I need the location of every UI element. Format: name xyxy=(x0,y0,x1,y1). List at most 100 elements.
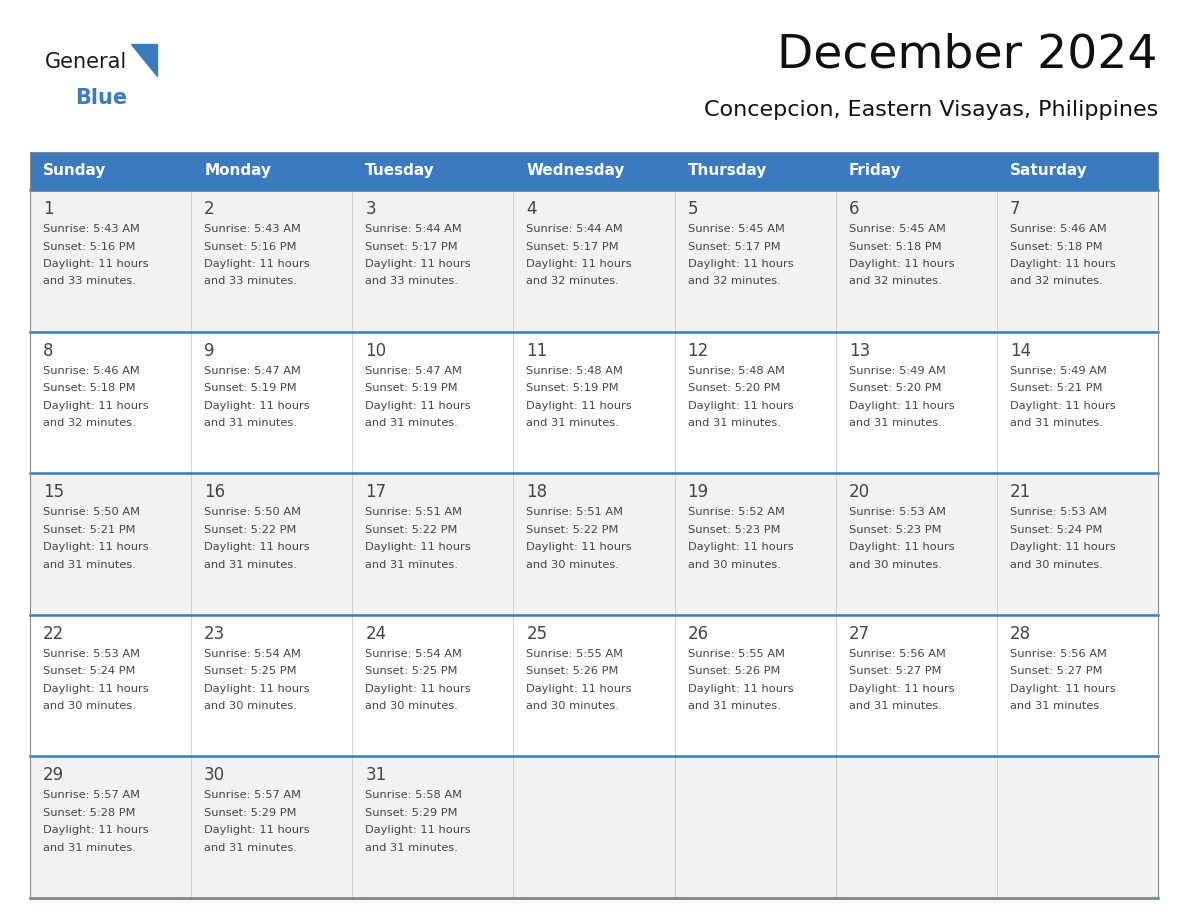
Bar xyxy=(353,331,513,473)
Text: and 32 minutes.: and 32 minutes. xyxy=(1010,276,1102,286)
Bar xyxy=(191,756,353,898)
Text: Sunset: 5:18 PM: Sunset: 5:18 PM xyxy=(848,241,941,252)
Text: Sunrise: 5:43 AM: Sunrise: 5:43 AM xyxy=(43,224,140,234)
Text: and 31 minutes.: and 31 minutes. xyxy=(43,560,135,570)
Text: and 32 minutes.: and 32 minutes. xyxy=(526,276,619,286)
Text: Sunset: 5:18 PM: Sunset: 5:18 PM xyxy=(43,383,135,393)
Text: and 32 minutes.: and 32 minutes. xyxy=(688,276,781,286)
Text: Daylight: 11 hours: Daylight: 11 hours xyxy=(204,259,310,269)
Text: 25: 25 xyxy=(526,625,548,643)
Bar xyxy=(30,331,191,473)
Text: and 32 minutes.: and 32 minutes. xyxy=(43,418,135,428)
Text: Daylight: 11 hours: Daylight: 11 hours xyxy=(848,400,954,410)
Text: Sunset: 5:25 PM: Sunset: 5:25 PM xyxy=(365,666,457,677)
Text: Daylight: 11 hours: Daylight: 11 hours xyxy=(688,400,794,410)
Text: Sunset: 5:19 PM: Sunset: 5:19 PM xyxy=(365,383,457,393)
Text: Sunrise: 5:49 AM: Sunrise: 5:49 AM xyxy=(848,365,946,375)
Text: 21: 21 xyxy=(1010,483,1031,501)
Text: Daylight: 11 hours: Daylight: 11 hours xyxy=(848,259,954,269)
Text: Sunset: 5:24 PM: Sunset: 5:24 PM xyxy=(43,666,135,677)
Text: Sunset: 5:27 PM: Sunset: 5:27 PM xyxy=(848,666,941,677)
Text: Sunrise: 5:57 AM: Sunrise: 5:57 AM xyxy=(204,790,301,800)
Text: 23: 23 xyxy=(204,625,226,643)
Text: Sunset: 5:27 PM: Sunset: 5:27 PM xyxy=(1010,666,1102,677)
Bar xyxy=(191,331,353,473)
Text: Concepcion, Eastern Visayas, Philippines: Concepcion, Eastern Visayas, Philippines xyxy=(703,100,1158,120)
Text: 10: 10 xyxy=(365,341,386,360)
Text: and 30 minutes.: and 30 minutes. xyxy=(1010,560,1102,570)
Text: 5: 5 xyxy=(688,200,699,218)
Text: and 31 minutes.: and 31 minutes. xyxy=(688,701,781,711)
Bar xyxy=(191,190,353,331)
Text: Daylight: 11 hours: Daylight: 11 hours xyxy=(365,400,470,410)
Text: Daylight: 11 hours: Daylight: 11 hours xyxy=(1010,400,1116,410)
Text: Friday: Friday xyxy=(848,163,902,178)
Text: Daylight: 11 hours: Daylight: 11 hours xyxy=(848,543,954,553)
Text: Thursday: Thursday xyxy=(688,163,767,178)
Text: Daylight: 11 hours: Daylight: 11 hours xyxy=(526,259,632,269)
Bar xyxy=(835,756,997,898)
Text: Daylight: 11 hours: Daylight: 11 hours xyxy=(365,825,470,835)
Bar xyxy=(513,615,675,756)
Text: Sunset: 5:23 PM: Sunset: 5:23 PM xyxy=(688,525,781,534)
Text: and 31 minutes.: and 31 minutes. xyxy=(365,843,459,853)
Text: and 30 minutes.: and 30 minutes. xyxy=(43,701,135,711)
Polygon shape xyxy=(131,44,157,76)
Text: Sunrise: 5:53 AM: Sunrise: 5:53 AM xyxy=(43,649,140,659)
Text: Daylight: 11 hours: Daylight: 11 hours xyxy=(365,684,470,694)
Bar xyxy=(513,331,675,473)
Text: Daylight: 11 hours: Daylight: 11 hours xyxy=(365,543,470,553)
Text: and 31 minutes.: and 31 minutes. xyxy=(204,418,297,428)
Text: 24: 24 xyxy=(365,625,386,643)
Text: Sunset: 5:24 PM: Sunset: 5:24 PM xyxy=(1010,525,1102,534)
Bar xyxy=(30,756,191,898)
Bar xyxy=(191,473,353,615)
Text: 8: 8 xyxy=(43,341,53,360)
Bar xyxy=(675,756,835,898)
Text: 11: 11 xyxy=(526,341,548,360)
Text: and 30 minutes.: and 30 minutes. xyxy=(526,701,619,711)
Text: Sunrise: 5:55 AM: Sunrise: 5:55 AM xyxy=(688,649,784,659)
Text: 15: 15 xyxy=(43,483,64,501)
Text: Daylight: 11 hours: Daylight: 11 hours xyxy=(43,684,148,694)
Text: Daylight: 11 hours: Daylight: 11 hours xyxy=(43,543,148,553)
Text: and 33 minutes.: and 33 minutes. xyxy=(204,276,297,286)
Text: and 31 minutes.: and 31 minutes. xyxy=(365,418,459,428)
Text: Sunrise: 5:51 AM: Sunrise: 5:51 AM xyxy=(365,508,462,517)
Text: 14: 14 xyxy=(1010,341,1031,360)
Text: Sunrise: 5:46 AM: Sunrise: 5:46 AM xyxy=(43,365,140,375)
Text: Daylight: 11 hours: Daylight: 11 hours xyxy=(204,684,310,694)
Bar xyxy=(835,331,997,473)
Text: Sunrise: 5:54 AM: Sunrise: 5:54 AM xyxy=(365,649,462,659)
Text: and 31 minutes.: and 31 minutes. xyxy=(526,418,619,428)
Text: Sunset: 5:16 PM: Sunset: 5:16 PM xyxy=(43,241,135,252)
Text: 26: 26 xyxy=(688,625,709,643)
Bar xyxy=(835,473,997,615)
Text: Sunrise: 5:47 AM: Sunrise: 5:47 AM xyxy=(204,365,301,375)
Bar xyxy=(997,331,1158,473)
Text: Sunset: 5:21 PM: Sunset: 5:21 PM xyxy=(1010,383,1102,393)
Text: Saturday: Saturday xyxy=(1010,163,1087,178)
Text: and 31 minutes.: and 31 minutes. xyxy=(688,418,781,428)
Bar xyxy=(30,615,191,756)
Text: Sunset: 5:29 PM: Sunset: 5:29 PM xyxy=(365,808,457,818)
Bar xyxy=(997,756,1158,898)
Bar xyxy=(353,152,513,190)
Text: Wednesday: Wednesday xyxy=(526,163,625,178)
Text: 18: 18 xyxy=(526,483,548,501)
Bar xyxy=(675,473,835,615)
Text: Blue: Blue xyxy=(75,88,127,108)
Text: December 2024: December 2024 xyxy=(777,32,1158,77)
Text: Sunrise: 5:50 AM: Sunrise: 5:50 AM xyxy=(204,508,301,517)
Bar xyxy=(513,152,675,190)
Text: and 31 minutes.: and 31 minutes. xyxy=(1010,418,1102,428)
Text: Daylight: 11 hours: Daylight: 11 hours xyxy=(688,543,794,553)
Bar xyxy=(997,152,1158,190)
Text: 30: 30 xyxy=(204,767,226,784)
Text: Sunset: 5:23 PM: Sunset: 5:23 PM xyxy=(848,525,941,534)
Text: 6: 6 xyxy=(848,200,859,218)
Text: Tuesday: Tuesday xyxy=(365,163,435,178)
Text: Sunrise: 5:45 AM: Sunrise: 5:45 AM xyxy=(848,224,946,234)
Text: Sunrise: 5:53 AM: Sunrise: 5:53 AM xyxy=(848,508,946,517)
Text: Monday: Monday xyxy=(204,163,271,178)
